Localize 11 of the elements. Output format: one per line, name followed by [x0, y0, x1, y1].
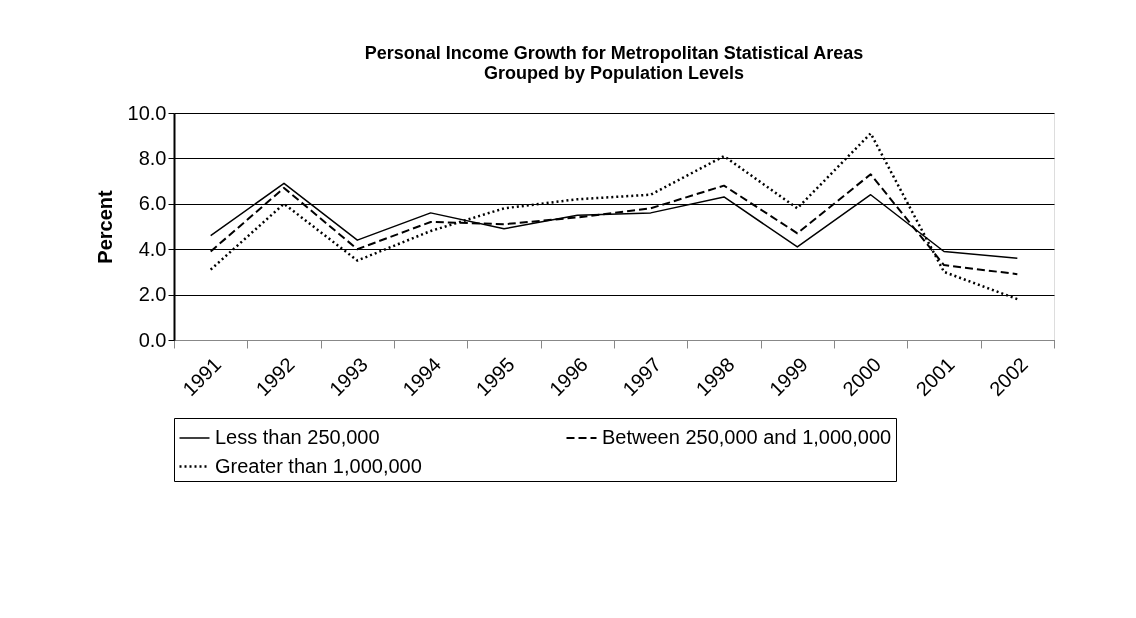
y-tick-label: 8.0 [138, 146, 167, 169]
y-tick-label: 6.0 [138, 192, 167, 215]
y-tick-label: 2.0 [138, 283, 167, 306]
legend-label: Greater than 1,000,000 [215, 454, 422, 477]
legend-label: Between 250,000 and 1,000,000 [602, 426, 892, 448]
legend-label: Less than 250,000 [215, 426, 380, 448]
y-tick-label: 10.0 [127, 101, 167, 124]
y-tick-label: 0.0 [138, 328, 167, 351]
y-tick-label: 4.0 [138, 237, 167, 260]
chart-title: Personal Income Growth for Metropolitan Statistical Areas Grouped by Population Levels [364, 43, 864, 83]
y-axis-title: Percent [93, 189, 116, 264]
